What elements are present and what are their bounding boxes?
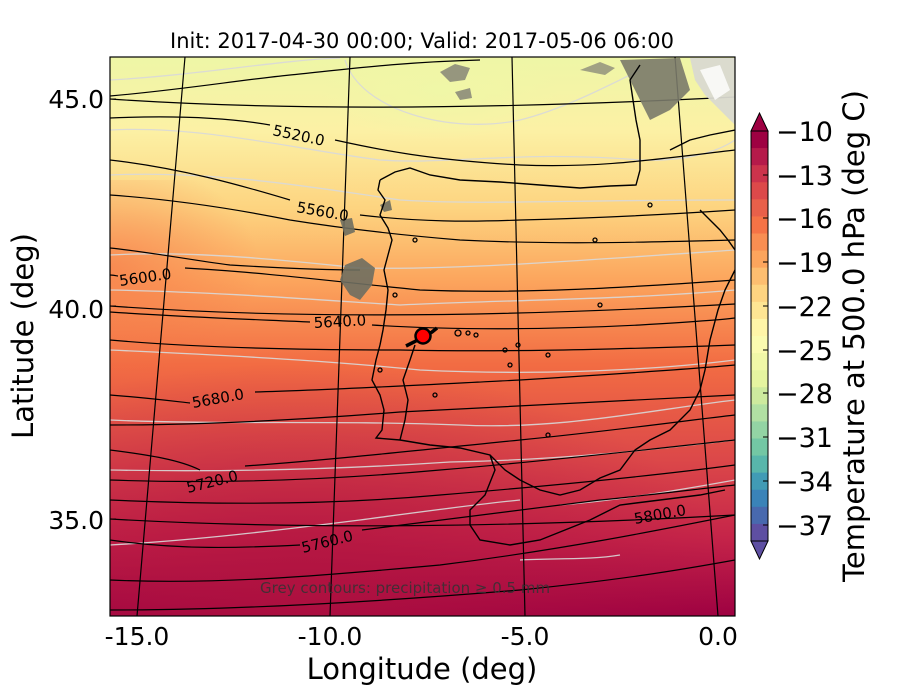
- map-plot-area: 5520.0 5560.0 5600.0 5640.0 5680.0 5720.…: [110, 57, 735, 616]
- x-tick-label: -15.0: [105, 622, 170, 651]
- colorbar-tick-label: −34: [776, 467, 833, 498]
- colorbar-band: [751, 387, 768, 405]
- x-axis-ticks: -15.0 -10.0 -5.0 0.0: [105, 622, 738, 651]
- cold-core: [320, 57, 560, 140]
- y-axis-label: Latitude (deg): [6, 233, 40, 439]
- colorbar-band: [751, 301, 768, 320]
- precipitation-annotation: Grey contours: precipitation ≥ 0.5 mm: [260, 579, 550, 597]
- colorbar-band: [751, 284, 768, 303]
- colorbar-band: [751, 506, 768, 525]
- colorbar-band: [751, 148, 768, 166]
- colorbar-tick-label: −28: [776, 379, 833, 410]
- colorbar-tick-label: −25: [776, 336, 833, 367]
- colorbar-extend-max: [750, 111, 769, 132]
- coastline: [371, 64, 735, 546]
- colorbar-tick-label: −10: [776, 117, 833, 148]
- colorbar-band: [751, 455, 768, 474]
- colorbar-tick-label: −13: [776, 161, 833, 192]
- colorbar-tick-label: −37: [776, 511, 833, 542]
- y-axis-ticks: 45.0 40.0 35.0: [48, 85, 104, 535]
- colorbar-band: [751, 523, 768, 542]
- colorbar-label: Temperature at 500.0 hPa (deg C): [837, 90, 871, 583]
- colorbar-ticks: −10 −13 −16 −19 −22 −25 −28 −31 −34 −37: [776, 117, 833, 542]
- y-tick-label: 35.0: [48, 506, 104, 535]
- colorbar: [750, 111, 769, 561]
- contour-label: 5640.0: [313, 311, 366, 332]
- colorbar-frame: [750, 130, 769, 542]
- colorbar-tick-label: −16: [776, 204, 833, 235]
- colorbar-band: [751, 216, 768, 235]
- colorbar-band: [751, 182, 768, 200]
- colorbar-band: [751, 318, 768, 337]
- colorbar-band: [751, 165, 768, 183]
- colorbar-band: [751, 404, 768, 423]
- colorbar-band: [751, 267, 768, 286]
- precipitation-areas: [340, 58, 735, 300]
- colorbar-band: [751, 370, 768, 388]
- colorbar-band: [751, 336, 768, 354]
- colorbar-extend-min: [750, 540, 769, 561]
- colorbar-band: [751, 250, 768, 269]
- x-tick-label: -5.0: [501, 622, 550, 651]
- colorbar-tick-label: −31: [776, 423, 833, 454]
- x-tick-label: 0.0: [698, 622, 738, 651]
- y-tick-label: 45.0: [48, 85, 104, 114]
- y-tick-marks: [110, 98, 116, 520]
- plot-title: Init: 2017-04-30 00:00; Valid: 2017-05-0…: [170, 29, 674, 53]
- colorbar-band: [751, 489, 768, 508]
- colorbar-band: [751, 353, 768, 371]
- coastline-details: [377, 202, 653, 438]
- x-tick-label: -10.0: [298, 622, 363, 651]
- colorbar-band: [751, 421, 768, 440]
- colorbar-band: [751, 472, 768, 491]
- colorbar-band: [751, 131, 768, 149]
- colorbar-band: [751, 199, 768, 218]
- location-marker: [405, 326, 439, 348]
- colorbar-tick-label: −19: [776, 248, 833, 279]
- colorbar-band: [751, 438, 768, 457]
- y-tick-label: 40.0: [48, 295, 104, 324]
- colorbar-tick-label: −22: [776, 292, 833, 323]
- x-axis-label: Longitude (deg): [307, 652, 538, 686]
- colorbar-band: [751, 233, 768, 252]
- plot-frame: [109, 56, 736, 617]
